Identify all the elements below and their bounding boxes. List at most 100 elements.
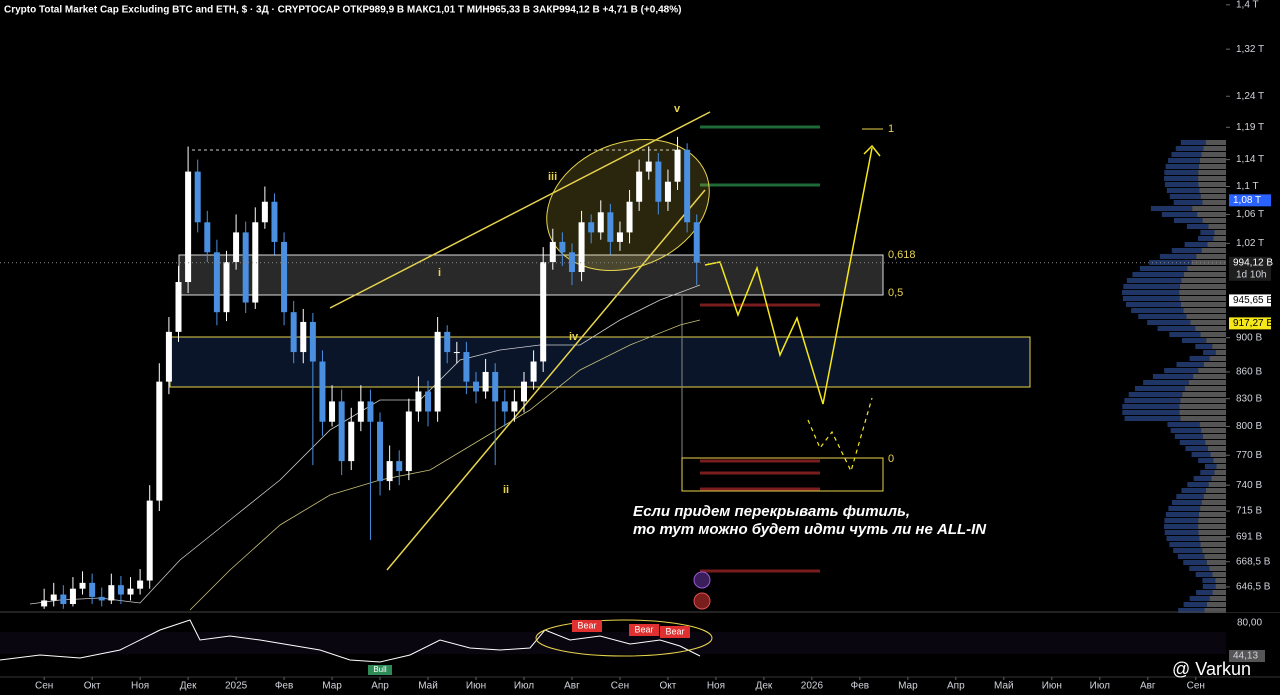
candle-body [655, 161, 662, 202]
profile-bar [1122, 410, 1180, 415]
candle-body [252, 222, 259, 303]
y-tick-label: 830 B [1236, 393, 1262, 404]
candle-body [89, 582, 96, 597]
profile-bar [1188, 380, 1226, 385]
profile-bar [1149, 260, 1192, 265]
price-tag [1229, 294, 1271, 307]
profile-bar [1186, 224, 1209, 229]
y-tick-label: 800 B [1236, 421, 1262, 432]
profile-bar [1206, 338, 1226, 343]
candle-body [185, 171, 192, 283]
annotation: то тут можно будет идти чуть ли не ALL-I… [633, 521, 987, 538]
profile-bar [1122, 404, 1180, 409]
profile-bar [1190, 320, 1226, 325]
profile-bar [1211, 476, 1226, 481]
candle-body [463, 352, 470, 382]
candle-body [616, 232, 623, 242]
profile-bar [1198, 458, 1214, 463]
price-tag-label: 1,08 T [1233, 195, 1261, 206]
y-tick-label: 1,4 T [1236, 0, 1259, 10]
candle-body [319, 361, 326, 422]
profile-bar [1198, 368, 1226, 373]
profile-bar [1199, 158, 1226, 163]
profile-bar [1181, 488, 1206, 493]
candle-body [453, 352, 460, 354]
profile-bar [1215, 578, 1226, 583]
x-tick-label: Авг [564, 681, 580, 692]
profile-bar [1180, 140, 1206, 145]
candle-body [664, 181, 671, 202]
profile-bar [1201, 428, 1226, 433]
fib-label: 1 [888, 123, 894, 135]
moving-average [29, 284, 701, 605]
candle-body [127, 588, 134, 595]
wedge-line [386, 189, 706, 571]
candle-body [377, 421, 384, 482]
profile-bar [1183, 272, 1226, 277]
price-tag [1229, 317, 1271, 330]
profile-bar [1201, 248, 1226, 253]
profile-bar [1193, 374, 1226, 379]
x-tick-label: Июл [1090, 681, 1110, 692]
profile-bar [1180, 398, 1226, 403]
profile-bar [1206, 560, 1226, 565]
wave-label: ii [503, 484, 509, 496]
profile-bar [1184, 242, 1208, 247]
candle-body [568, 252, 575, 273]
candle-body [357, 401, 364, 422]
fib-label: 0,618 [888, 249, 916, 261]
candle-body [194, 171, 201, 223]
arrow-head [863, 144, 881, 157]
candle-body [204, 222, 211, 253]
rsi-band [0, 632, 1226, 654]
x-tick-label: Мар [322, 681, 342, 692]
profile-bar [1176, 362, 1204, 367]
event-icon[interactable] [693, 592, 711, 610]
y-tick-label: 1,06 T [1236, 209, 1264, 220]
x-tick-label: Сен [1187, 681, 1205, 692]
y-tick-label: 1,02 T [1236, 238, 1264, 249]
profile-bar [1125, 302, 1181, 307]
profile-bar [1199, 536, 1226, 541]
profile-bar [1207, 242, 1226, 247]
candle-body [281, 241, 288, 313]
profile-bar [1209, 596, 1226, 601]
candle-body [213, 252, 220, 313]
profile-bar [1169, 194, 1201, 199]
profile-bar [1202, 218, 1226, 223]
profile-bar [1196, 254, 1226, 259]
candle-body [492, 371, 499, 402]
profile-bar [1131, 308, 1184, 313]
profile-bar [1179, 290, 1226, 295]
candle-body [338, 401, 345, 462]
moving-average [189, 319, 701, 611]
profile-bar [1199, 188, 1226, 193]
candle-body [415, 391, 422, 412]
candle-body [242, 232, 249, 303]
candle-body [684, 149, 691, 223]
profile-bar [1164, 176, 1199, 181]
price-tag [1229, 256, 1271, 269]
profile-bar [1210, 452, 1226, 457]
bear-tag [572, 620, 602, 632]
rsi-tick-label: 80,00 [1237, 618, 1262, 629]
annotation: Если придем перекрывать фитиль, [633, 503, 910, 520]
profile-bar [1206, 602, 1226, 607]
event-icon[interactable] [693, 571, 711, 589]
candle-body [60, 594, 67, 605]
profile-bar [1198, 524, 1226, 529]
candle-body [607, 212, 614, 242]
profile-bar [1179, 284, 1226, 289]
profile-bar [1208, 224, 1226, 229]
candle-body [146, 500, 153, 581]
profile-bar [1169, 332, 1201, 337]
wave-label: i [438, 267, 441, 279]
candle-body [425, 391, 432, 412]
candle-body [444, 331, 451, 353]
profile-bar [1187, 482, 1209, 487]
candle-body [69, 588, 76, 605]
x-tick-label: Дек [756, 681, 773, 692]
y-tick-label: 715 B [1236, 506, 1262, 517]
candle-body [559, 241, 566, 253]
profile-bar [1201, 500, 1226, 505]
